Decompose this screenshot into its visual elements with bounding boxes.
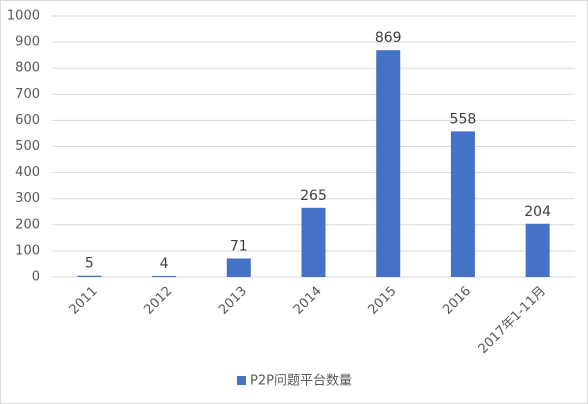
bar xyxy=(525,223,550,277)
data-label: 204 xyxy=(524,204,551,220)
data-label: 4 xyxy=(160,256,169,272)
y-tick-label: 400 xyxy=(15,165,40,180)
data-label: 5 xyxy=(85,256,94,272)
y-tick-label: 1000 xyxy=(7,9,40,24)
bar xyxy=(450,131,475,277)
y-tick-label: 600 xyxy=(15,113,40,128)
y-tick-label: 700 xyxy=(15,87,40,102)
y-tick-label: 500 xyxy=(15,139,40,154)
bar xyxy=(152,275,177,277)
y-tick-label: 200 xyxy=(15,217,40,232)
legend-swatch xyxy=(237,376,246,385)
data-label: 71 xyxy=(230,238,248,254)
legend-label: P2P问题平台数量 xyxy=(250,374,352,389)
y-tick-label: 800 xyxy=(15,61,40,76)
bar xyxy=(77,275,102,277)
data-label: 869 xyxy=(375,30,402,46)
bar xyxy=(301,207,326,277)
bar xyxy=(226,258,251,277)
y-tick-label: 0 xyxy=(32,270,40,285)
data-label: 265 xyxy=(300,188,327,204)
y-tick-label: 900 xyxy=(15,35,40,50)
bar xyxy=(376,50,401,277)
data-label: 558 xyxy=(450,111,477,127)
y-tick-label: 300 xyxy=(15,191,40,206)
y-tick-label: 100 xyxy=(15,243,40,258)
